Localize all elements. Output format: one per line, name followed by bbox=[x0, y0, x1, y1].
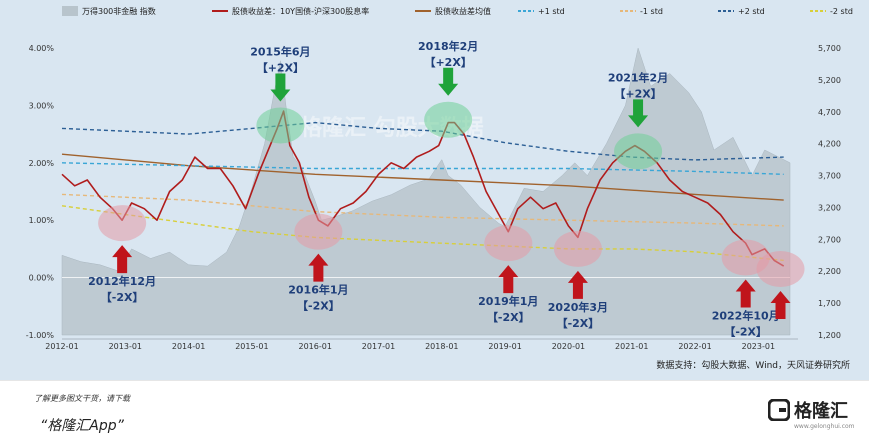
legend-label: 股债收益差：10Y国债-沪深300股息率 bbox=[232, 6, 369, 16]
highlight-circle bbox=[424, 101, 473, 138]
arrow-up-icon bbox=[567, 270, 588, 299]
x-tick-label: 2014-01 bbox=[172, 342, 205, 351]
legend-label: -2 std bbox=[830, 7, 853, 16]
chart: 万得300非金融 指数 股债收益差：10Y国债-沪深300股息率 股债收益差均值 +1… bbox=[26, 6, 853, 371]
series-line-2 bbox=[61, 162, 784, 175]
y-right-tick-label: 5,700 bbox=[818, 44, 841, 53]
annotation-date: 2016年1月 bbox=[288, 283, 348, 297]
arrow-up-icon bbox=[735, 279, 756, 308]
x-tick-label: 2022-01 bbox=[678, 342, 711, 351]
footer: 了解更多图文干货，请下载 “格隆汇App” 格隆汇 www.gelonghui.… bbox=[0, 380, 869, 444]
annotation-date: 2015年6月 bbox=[250, 44, 310, 58]
annotation-date: 2022年10月 bbox=[712, 309, 780, 323]
highlight-circle bbox=[294, 213, 343, 250]
y-left-tick-label: 3.00% bbox=[29, 101, 55, 110]
annotation-date: 2021年2月 bbox=[608, 70, 668, 84]
annotation-date: 2019年1月 bbox=[478, 294, 538, 308]
legend: 万得300非金融 指数 股债收益差：10Y国债-沪深300股息率 股债收益差均值 +1… bbox=[62, 6, 853, 16]
x-tick-label: 2015-01 bbox=[235, 342, 268, 351]
y-right-tick-label: 3,700 bbox=[818, 172, 841, 181]
y-left-tick-label: 1.00% bbox=[29, 216, 55, 225]
arrow-up-icon bbox=[770, 290, 791, 319]
x-tick-label: 2013-01 bbox=[109, 342, 142, 351]
y-right-tick-label: 3,200 bbox=[818, 203, 841, 212]
y-right-tick-label: 4,200 bbox=[818, 140, 841, 149]
x-tick-label: 2020-01 bbox=[552, 342, 585, 351]
arrow-up-icon bbox=[112, 245, 133, 274]
highlight-circle bbox=[614, 133, 663, 170]
highlight-circle bbox=[553, 230, 602, 267]
source-note: 数据支持：勾股大数据、Wind，天风证券研究所 bbox=[656, 359, 850, 371]
annotation-tag: 【+2X】 bbox=[424, 56, 471, 69]
annotation-tag: 【+2X】 bbox=[614, 87, 661, 100]
legend-label: +1 std bbox=[538, 7, 565, 16]
annotation-tag: 【-2X】 bbox=[487, 311, 530, 324]
y-left-tick-label: -1.00% bbox=[26, 331, 55, 340]
index-area-group bbox=[61, 47, 791, 336]
legend-swatch bbox=[62, 6, 78, 16]
y-right-tick-label: 5,200 bbox=[818, 76, 841, 85]
annotation-tag: 【-2X】 bbox=[557, 317, 600, 330]
highlight-circle bbox=[756, 250, 805, 287]
x-tick-label: 2019-01 bbox=[488, 342, 521, 351]
series-line-3 bbox=[61, 193, 784, 227]
brand-title: 格隆汇 bbox=[794, 401, 848, 422]
y-right-tick-label: 2,700 bbox=[818, 235, 841, 244]
y-right-tick-label: 2,200 bbox=[818, 267, 841, 276]
highlight-circle bbox=[98, 205, 147, 242]
annotation-date: 2018年2月 bbox=[418, 39, 478, 53]
legend-label: +2 std bbox=[738, 7, 765, 16]
y-right-tick-label: 4,700 bbox=[818, 108, 841, 117]
y-left-tick-label: 2.00% bbox=[29, 159, 55, 168]
chart-area: 万得300非金融 指数 股债收益差：10Y国债-沪深300股息率 股债收益差均值 +1… bbox=[0, 0, 869, 380]
annotation-date: 2020年3月 bbox=[548, 300, 608, 314]
legend-label: 股债收益差均值 bbox=[435, 6, 491, 16]
y-left-tick-label: 0.00% bbox=[29, 274, 55, 283]
brand-name: 格隆汇 www.gelonghui.com bbox=[794, 397, 855, 430]
annotation-date: 2012年12月 bbox=[88, 274, 156, 288]
arrow-down-icon bbox=[628, 99, 649, 128]
annotation-tag: 【+2X】 bbox=[257, 61, 304, 74]
legend-label: -1 std bbox=[640, 7, 663, 16]
arrow-down-icon bbox=[270, 73, 291, 102]
y-right-tick-label: 1,700 bbox=[818, 299, 841, 308]
annotation-tag: 【-2X】 bbox=[724, 326, 767, 339]
x-tick-label: 2021-01 bbox=[615, 342, 648, 351]
x-tick-label: 2023-01 bbox=[742, 342, 775, 351]
x-tick-label: 2012-01 bbox=[45, 342, 78, 351]
y-axis-right: 1,200 1,700 2,200 2,700 3,200 3,700 4,200 4,700… bbox=[818, 44, 841, 340]
series-line-0 bbox=[61, 110, 785, 267]
footer-app-name[interactable]: “格隆汇App” bbox=[40, 418, 124, 434]
y-axis-left: -1.00% 0.00% 1.00% 2.00% 3.00% 4.00% bbox=[26, 44, 55, 340]
y-left-tick-label: 4.00% bbox=[29, 44, 55, 53]
highlight-circle bbox=[484, 225, 533, 262]
index-area bbox=[61, 47, 791, 336]
x-tick-label: 2018-01 bbox=[425, 342, 458, 351]
arrow-up-icon bbox=[498, 265, 519, 294]
x-tick-label: 2016-01 bbox=[298, 342, 331, 351]
arrow-up-icon bbox=[308, 253, 329, 282]
footer-note: 了解更多图文干货，请下载 bbox=[34, 394, 130, 403]
x-tick-label: 2017-01 bbox=[362, 342, 395, 351]
arrow-down-icon bbox=[438, 67, 459, 96]
legend-label: 万得300非金融 指数 bbox=[82, 6, 156, 16]
annotation-tag: 【-2X】 bbox=[101, 291, 144, 304]
brand-logo-icon bbox=[768, 399, 790, 421]
annotations-group: 2015年6月【+2X】2018年2月【+2X】2021年2月【+2X】2012… bbox=[88, 39, 805, 339]
series-line-5 bbox=[61, 205, 784, 262]
y-right-tick-label: 1,200 bbox=[818, 331, 841, 340]
x-axis: 2012-01 2013-01 2014-01 2015-01 2016-01 2017-… bbox=[45, 338, 798, 351]
highlight-circle bbox=[256, 107, 305, 144]
brand-url: www.gelonghui.com bbox=[794, 423, 855, 430]
annotation-tag: 【-2X】 bbox=[297, 300, 340, 313]
